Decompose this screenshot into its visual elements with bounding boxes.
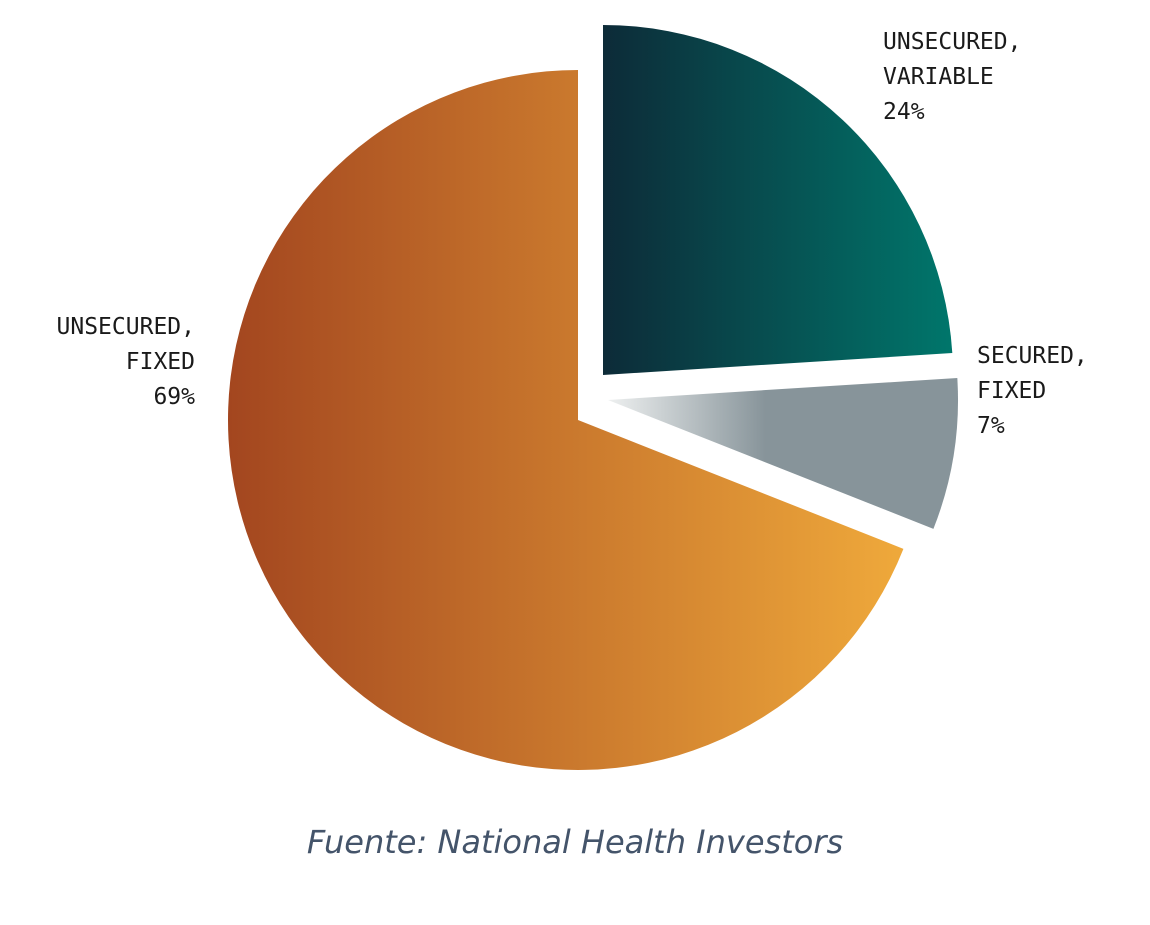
value-label: 7%	[977, 413, 1005, 439]
source-note: Fuente: National Health Investors	[306, 823, 844, 861]
category-label: SECURED, FIXED	[977, 343, 1088, 404]
pie-slice	[603, 25, 953, 375]
pie-slice	[608, 378, 958, 529]
slice-label: SECURED, FIXED 7%	[977, 339, 1088, 444]
value-label: 69%	[153, 384, 195, 410]
pie-slice	[227, 70, 904, 770]
category-label: UNSECURED, VARIABLE	[883, 29, 1022, 90]
value-label: 24%	[883, 99, 925, 125]
slice-label: UNSECURED, VARIABLE 24%	[883, 25, 1021, 130]
slice-label: UNSECURED, FIXED 69%	[57, 310, 195, 415]
category-label: UNSECURED, FIXED	[56, 314, 195, 375]
